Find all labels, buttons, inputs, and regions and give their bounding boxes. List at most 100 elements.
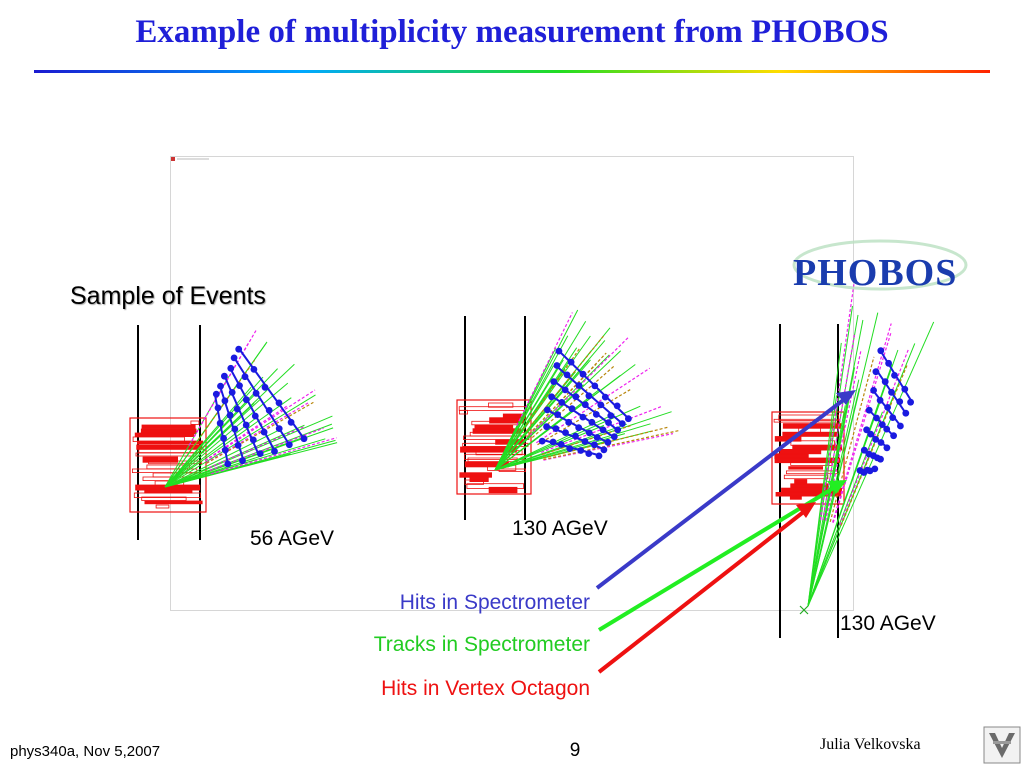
title-rule [34,70,990,73]
spectrometer-track [494,423,651,471]
legend-arrows [595,390,856,674]
octagon-hit-cell [144,500,203,505]
hit-plane-line [548,409,609,444]
octagon-hit-cell [155,504,170,509]
hits-arrow [595,396,848,590]
spectrometer-track [807,364,893,607]
hits-arrowhead [836,390,856,405]
logo-bar [993,741,1011,744]
university-logo [983,726,1021,764]
octagon-hit-cell [489,417,525,424]
reconstructed-track [543,433,674,461]
octagon-hit-cell [779,448,822,455]
event-1-spectrometer-tracks [164,329,338,488]
spectrometer-track [164,439,336,488]
octagon-hit-cell [786,470,841,475]
octagon-hit-cell [775,491,842,497]
hit-plane-line [866,430,888,449]
octagon-hit-cell [134,432,195,437]
spectrometer-track [807,411,883,607]
octagon-hit-cell [488,486,518,494]
spectrometer-track [494,439,611,471]
spectrometer-track [494,347,557,471]
octagon-hit-cell [136,444,203,450]
reconstructed-track [832,323,892,523]
octagon-hit-cell [458,409,468,415]
octagon-hit-cell [469,475,489,482]
octagon-hit-cell [488,402,514,408]
hit-plane-line [872,390,901,426]
octagon-hit-cell [141,496,187,501]
octagon-hit-cell [133,492,202,498]
octagon-hit-cell [190,420,200,425]
spectrometer-track [164,394,316,488]
octagon-hit-cell [790,483,829,488]
slide-title: Example of multiplicity measurement from… [135,14,889,50]
spectrometer-hit [239,457,246,465]
vertex-marker [799,605,809,615]
event-3-spectrometer-hits [856,347,914,476]
footer-author: Julia Velkovska [820,736,921,753]
legend-hits-in-spectrometer: Hits in Spectrometer [399,591,590,614]
octagon-hit-cell [148,460,203,465]
reconstructed-track [204,404,289,461]
hit-plane-line [559,351,629,419]
event-3-spectrometer-tracks [807,275,935,607]
hit-plane-line [550,395,614,438]
reconstructed-track [825,350,862,521]
octagon-hit-cell [142,456,178,463]
spectrometer-track [164,376,264,488]
event-1-vertex-octagon-hits [129,417,207,513]
hit-plane-line [234,358,291,446]
event-3-energy-label: 130 AGeV [840,612,936,635]
reconstructed-track [840,364,908,526]
octagon-hit-cell [789,496,802,500]
event-1-spectrometer-hits [212,345,308,468]
reconstructed-track [543,429,681,461]
reconstructed-track [531,364,616,438]
spectrometer-track [494,335,569,471]
logo-swoosh [792,239,968,291]
tracks-arrowhead [827,480,847,494]
logo-v-mark [989,733,1015,758]
hit-plane-line [219,385,245,461]
octagon-hit-cell [137,440,204,445]
octagon-arrow [597,508,808,674]
octagon-outline [129,417,207,513]
reconstructed-track [819,275,856,520]
octagon-hit-cell [464,479,484,485]
event-2-vertex-octagon-hits [456,399,532,495]
spectrometer-track [494,347,578,471]
legend-hits-in-vertex-octagon: Hits in Vertex Octagon [381,677,590,700]
spectrometer-hit [271,447,278,455]
event-1-energy-label: 56 AGeV [250,527,335,550]
reconstructed-track [516,312,573,426]
hit-plane-line [224,376,260,456]
octagon-arrowhead [796,502,816,518]
hit-plane-line [859,469,876,473]
octagon-outline [456,399,532,495]
spectrometer-track [807,305,853,607]
event-3-display [771,275,935,638]
spectrometer-track [494,359,589,471]
hit-plane-line [545,424,604,450]
spectrometer-track [807,319,864,607]
spectrometer-hit [907,398,914,406]
hit-plane-line [875,369,907,414]
spectrometer-track [807,342,842,607]
logo-text: PHOBOS [793,252,957,294]
spectrometer-hit [212,390,220,398]
hit-plane-line [553,380,619,432]
spectrometer-track [164,382,289,488]
hit-plane-line [214,394,229,466]
spectrometer-track [164,438,326,488]
event-2-spectrometer-hits [538,347,632,460]
spectrometer-track [494,364,636,471]
event-1-display [129,325,338,540]
hit-plane-line [869,410,895,437]
page-number: 9 [569,740,581,761]
octagon-hit-cell [141,424,196,429]
spectrometer-hit [610,433,618,441]
spectrometer-track [164,417,257,488]
